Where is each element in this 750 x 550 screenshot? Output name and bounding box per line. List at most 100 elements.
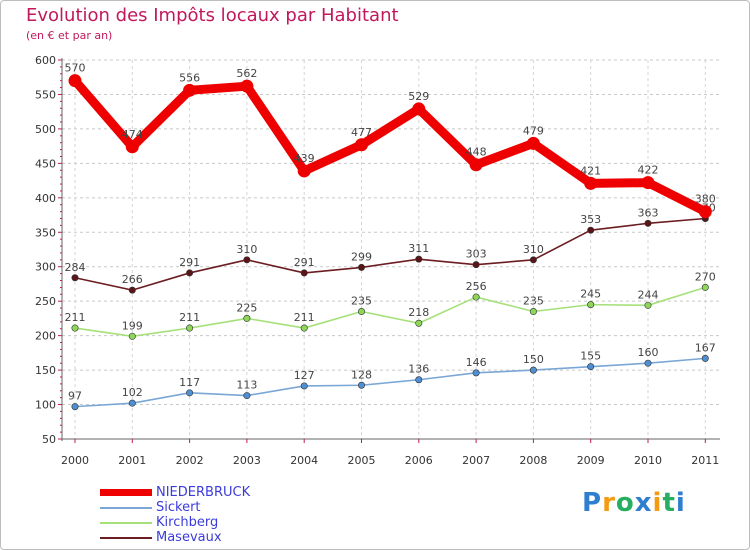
y-tick-label: 200 <box>35 330 56 343</box>
y-tick-label: 300 <box>35 261 56 274</box>
data-point-sickert <box>186 389 194 397</box>
data-point-kirchberg <box>587 301 595 309</box>
legend-label-kirchberg: Kirchberg <box>156 515 219 530</box>
data-label-niederbruck: 556 <box>179 71 200 84</box>
data-label-niederbruck: 439 <box>294 152 315 165</box>
data-point-sickert <box>357 381 365 389</box>
data-label-masevaux: 303 <box>466 248 487 261</box>
x-tick-label: 2008 <box>519 454 547 467</box>
data-label-niederbruck: 562 <box>236 67 257 80</box>
data-point-kirchberg <box>415 319 423 327</box>
data-label-masevaux: 299 <box>351 250 372 263</box>
data-label-masevaux: 310 <box>523 243 544 256</box>
data-label-masevaux: 363 <box>638 206 659 219</box>
data-point-sickert <box>128 399 136 407</box>
data-label-sickert: 97 <box>68 390 82 403</box>
series-line-kirchberg <box>74 286 707 338</box>
data-point-niederbruck <box>240 79 254 93</box>
legend-swatch-masevaux <box>100 537 152 539</box>
logo-letter: t <box>662 488 676 518</box>
data-label-sickert: 117 <box>179 376 200 389</box>
legend-swatch-kirchberg <box>100 522 152 524</box>
data-point-masevaux <box>415 255 423 263</box>
chart-subtitle: (en € et par an) <box>26 29 113 42</box>
data-label-niederbruck: 422 <box>638 164 659 177</box>
y-tick-label: 400 <box>35 192 56 205</box>
data-label-sickert: 167 <box>695 341 716 354</box>
data-label-niederbruck: 448 <box>466 146 487 159</box>
y-tick-label: 600 <box>35 54 56 67</box>
y-tick-label: 500 <box>35 123 56 136</box>
legend-label-niederbruck: NIEDERBRUCK <box>156 485 251 500</box>
legend-swatch-niederbruck <box>100 489 152 496</box>
data-point-niederbruck <box>355 138 368 152</box>
data-point-sickert <box>472 369 480 377</box>
data-point-kirchberg <box>701 283 709 291</box>
data-point-kirchberg <box>243 314 251 322</box>
data-point-niederbruck <box>68 74 82 88</box>
x-tick-label: 2000 <box>61 454 89 467</box>
data-point-masevaux <box>186 269 194 277</box>
series-line-masevaux <box>74 217 707 291</box>
data-label-kirchberg: 199 <box>122 319 143 332</box>
data-label-kirchberg: 245 <box>580 288 601 301</box>
data-label-masevaux: 284 <box>65 261 86 274</box>
legend-label-sickert: Sickert <box>156 500 201 515</box>
data-point-sickert <box>415 376 423 384</box>
data-label-sickert: 160 <box>638 346 659 359</box>
data-label-kirchberg: 270 <box>695 270 716 283</box>
data-label-sickert: 127 <box>294 369 315 382</box>
data-label-masevaux: 291 <box>179 256 200 269</box>
data-point-kirchberg <box>300 324 308 332</box>
data-label-niederbruck: 479 <box>523 124 544 137</box>
chart-title: Evolution des Impôts locaux par Habitant <box>26 5 399 26</box>
data-point-niederbruck <box>183 83 197 97</box>
x-tick-label: 2011 <box>691 454 719 467</box>
data-label-niederbruck: 474 <box>122 128 143 141</box>
legend-label-masevaux: Masevaux <box>156 530 222 545</box>
data-point-niederbruck <box>526 136 540 150</box>
logo-letter: o <box>615 488 635 518</box>
data-label-sickert: 136 <box>408 363 429 376</box>
series-line-sickert <box>74 357 707 408</box>
data-label-niederbruck: 380 <box>695 193 716 206</box>
data-label-kirchberg: 218 <box>408 306 429 319</box>
data-point-niederbruck <box>698 205 712 219</box>
data-point-masevaux <box>587 226 595 234</box>
data-point-sickert <box>529 366 537 374</box>
x-tick-label: 2005 <box>348 454 376 467</box>
data-label-kirchberg: 211 <box>179 311 200 324</box>
logo-letter: P <box>582 488 603 518</box>
data-label-kirchberg: 225 <box>236 301 257 314</box>
logo-letter: r <box>602 488 616 518</box>
data-point-sickert <box>243 392 251 400</box>
data-label-kirchberg: 235 <box>351 295 372 308</box>
data-point-masevaux <box>128 286 136 294</box>
data-point-masevaux <box>529 256 537 264</box>
data-label-sickert: 146 <box>466 356 487 369</box>
logo-letter: i <box>675 488 686 518</box>
data-label-sickert: 150 <box>523 353 544 366</box>
data-point-kirchberg <box>529 308 537 316</box>
data-point-sickert <box>701 354 709 362</box>
data-point-kirchberg <box>644 301 652 309</box>
x-tick-label: 2001 <box>118 454 146 467</box>
data-label-masevaux: 291 <box>294 256 315 269</box>
data-label-masevaux: 353 <box>580 213 601 226</box>
data-point-masevaux <box>472 261 480 269</box>
x-tick-label: 2002 <box>176 454 204 467</box>
y-tick-label: 350 <box>35 226 56 239</box>
data-point-niederbruck <box>297 164 311 178</box>
data-point-niederbruck <box>125 140 139 154</box>
data-point-sickert <box>644 359 652 367</box>
data-label-kirchberg: 244 <box>638 288 659 301</box>
data-point-masevaux <box>71 274 79 282</box>
data-label-niederbruck: 421 <box>580 164 601 177</box>
data-label-sickert: 113 <box>236 379 257 392</box>
y-tick-label: 150 <box>35 364 56 377</box>
data-point-niederbruck <box>469 158 483 172</box>
data-label-masevaux: 311 <box>408 242 429 255</box>
data-point-sickert <box>587 363 595 371</box>
data-point-masevaux <box>357 263 365 271</box>
